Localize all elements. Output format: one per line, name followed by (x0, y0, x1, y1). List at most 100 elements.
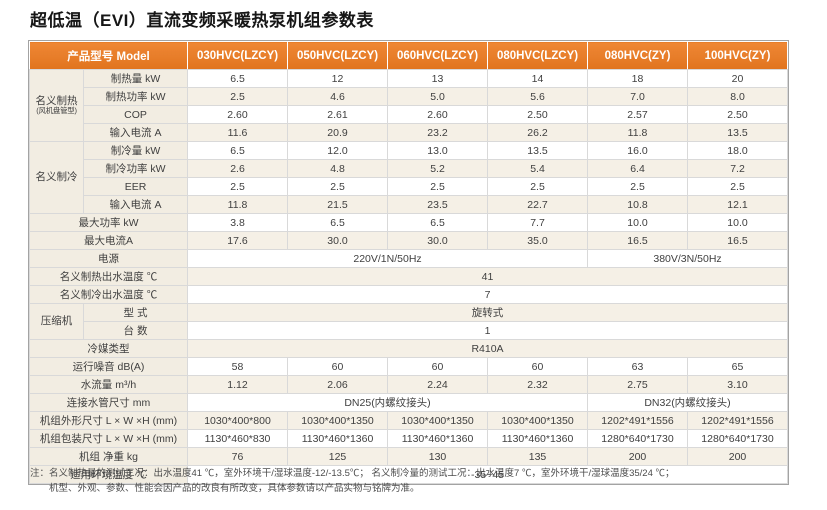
table-row: 制冷功率 kW 2.6 4.8 5.2 5.4 6.4 7.2 (30, 159, 789, 178)
value-cell: 26.2 (487, 123, 589, 142)
param-label-cell: 制冷量 kW (82, 141, 189, 160)
value-cell: 200 (687, 447, 789, 466)
value-cell: 60 (487, 357, 589, 376)
value-cell: 18.0 (687, 141, 789, 160)
page-title: 超低温（EVI）直流变频采暖热泵机组参数表 (30, 11, 374, 30)
value-cell: 17.6 (187, 231, 289, 250)
value-cell: 60 (287, 357, 389, 376)
table-row: 连接水管尺寸 mm DN25(内螺纹接头) DN32(内螺纹接头) (28, 393, 789, 412)
group-label: 压缩机 (40, 314, 73, 327)
footnote-line: 机型、外观、参数、性能会因产品的改良有所改变，具体参数请以产品实物与铭牌为准。 (49, 483, 420, 495)
value-cell: 1130*460*830 (187, 429, 289, 448)
value-cell: 3.10 (687, 375, 789, 394)
value-cell: 2.5 (187, 177, 289, 196)
value-cell: 1130*460*1360 (387, 429, 489, 448)
value-cell: 6.5 (287, 213, 389, 232)
group-label: 名义制热 (35, 94, 78, 107)
value-cell: 130 (387, 447, 489, 466)
table-row: 名义制冷 制冷量 kW 6.5 12.0 13.0 13.5 16.0 18.0 (29, 141, 789, 214)
param-label-cell: 制冷功率 kW (82, 159, 189, 178)
value-cell: 10.0 (687, 213, 789, 232)
row-group-cell: 名义制热 (风机盘管型) (29, 69, 84, 142)
value-cell: 2.6 (187, 159, 289, 178)
value-cell: 60 (387, 357, 489, 376)
value-cell: R410A (187, 339, 789, 358)
value-cell: 12.0 (287, 141, 389, 160)
value-cell: 13 (387, 69, 489, 88)
model-header-cell: 100HVC(ZY) (687, 41, 789, 70)
value-cell: 3.8 (187, 213, 289, 232)
value-cell: 2.5 (587, 177, 689, 196)
value-cell: 13.5 (687, 123, 789, 142)
table-header-row: 产品型号 Model 030HVC(LZCY) 050HVC(LZCY) 060HVC… (28, 41, 789, 70)
value-cell: 4.8 (287, 159, 389, 178)
value-cell: 11.8 (587, 123, 689, 142)
value-cell: 22.7 (487, 195, 589, 214)
table-row: 运行噪音 dB(A) 58 60 60 60 63 65 (28, 357, 789, 376)
param-label-cell: COP (82, 105, 189, 124)
value-cell: 2.61 (287, 105, 389, 124)
param-label-cell: 机组包装尺寸 L × W ×H (mm) (28, 429, 189, 448)
table-row: 水流量 m³/h 1.12 2.06 2.24 2.32 2.75 3.10 (28, 375, 789, 394)
param-label-cell: 电源 (28, 249, 189, 268)
table-row: 最大电流A 17.6 30.0 30.0 35.0 16.5 16.5 (28, 231, 789, 250)
value-cell: 135 (487, 447, 589, 466)
table-row: COP 2.60 2.61 2.60 2.50 2.57 2.50 (30, 105, 789, 124)
value-cell: 12.1 (687, 195, 789, 214)
table-row: EER 2.5 2.5 2.5 2.5 2.5 2.5 (30, 177, 789, 196)
model-header-cell: 080HVC(ZY) (587, 41, 689, 70)
value-cell: 18 (587, 69, 689, 88)
table-row: 电源 220V/1N/50Hz 380V/3N/50Hz (28, 249, 789, 268)
table-row: 名义制热 (风机盘管型) 制热量 kW 6.5 12 13 14 18 20 (29, 69, 789, 142)
value-cell: 2.50 (487, 105, 589, 124)
value-cell: 旋转式 (187, 303, 789, 322)
value-cell: 5.4 (487, 159, 589, 178)
value-cell: 13.0 (387, 141, 489, 160)
value-cell: 2.60 (387, 105, 489, 124)
value-cell: 5.6 (487, 87, 589, 106)
value-cell: 30.0 (387, 231, 489, 250)
footnote-label: 注： (30, 468, 50, 479)
model-header-cell: 050HVC(LZCY) (287, 41, 389, 70)
value-cell: 125 (287, 447, 389, 466)
param-label-cell: 名义制热出水温度 ℃ (28, 267, 189, 286)
group-sublabel: (风机盘管型) (36, 106, 77, 116)
param-label-cell: 水流量 m³/h (28, 375, 189, 394)
value-cell: 7.2 (687, 159, 789, 178)
value-cell: 63 (587, 357, 689, 376)
value-cell: 10.0 (587, 213, 689, 232)
value-cell: 23.2 (387, 123, 489, 142)
value-cell: 1 (187, 321, 789, 340)
value-cell: 1.12 (187, 375, 289, 394)
param-label-cell: 适用环境温度 ℃ (28, 465, 189, 484)
value-cell: 7.0 (587, 87, 689, 106)
value-cell: DN32(内螺纹接头) (587, 393, 789, 412)
value-cell: 12 (287, 69, 389, 88)
value-cell: 1130*460*1360 (487, 429, 589, 448)
value-cell: 2.06 (287, 375, 389, 394)
value-cell: 65 (687, 357, 789, 376)
value-cell: 1202*491*1556 (587, 411, 689, 430)
value-cell: 2.50 (687, 105, 789, 124)
value-cell: 5.2 (387, 159, 489, 178)
footnote-lines: 名义制热量的测试工况：出水温度41 ℃，室外环境干/湿球温度-12/-13.5℃… (49, 466, 810, 496)
table-row: 压缩机型 式旋转式 (29, 303, 789, 340)
value-cell: 2.24 (387, 375, 489, 394)
value-cell: 20.9 (287, 123, 389, 142)
value-cell: 41 (187, 267, 789, 286)
value-cell: 16.5 (587, 231, 689, 250)
value-cell: 2.5 (187, 87, 289, 106)
row-group-cell: 名义制冷 (29, 141, 84, 214)
value-cell: 76 (187, 447, 289, 466)
value-cell: 58 (187, 357, 289, 376)
value-cell: 30.0 (287, 231, 389, 250)
value-cell: 6.5 (187, 69, 289, 88)
table-row: 冷媒类型 R410A (28, 339, 789, 358)
value-cell: 1202*491*1556 (687, 411, 789, 430)
table-row: 输入电流 A 11.6 20.9 23.2 26.2 11.8 13.5 (30, 123, 789, 142)
table-row: 机组包装尺寸 L × W ×H (mm) 1130*460*830 1130*460… (28, 429, 789, 448)
product-model-header: 产品型号 Model (28, 41, 189, 70)
table-row: 名义制冷出水温度 ℃ 7 (28, 285, 789, 304)
